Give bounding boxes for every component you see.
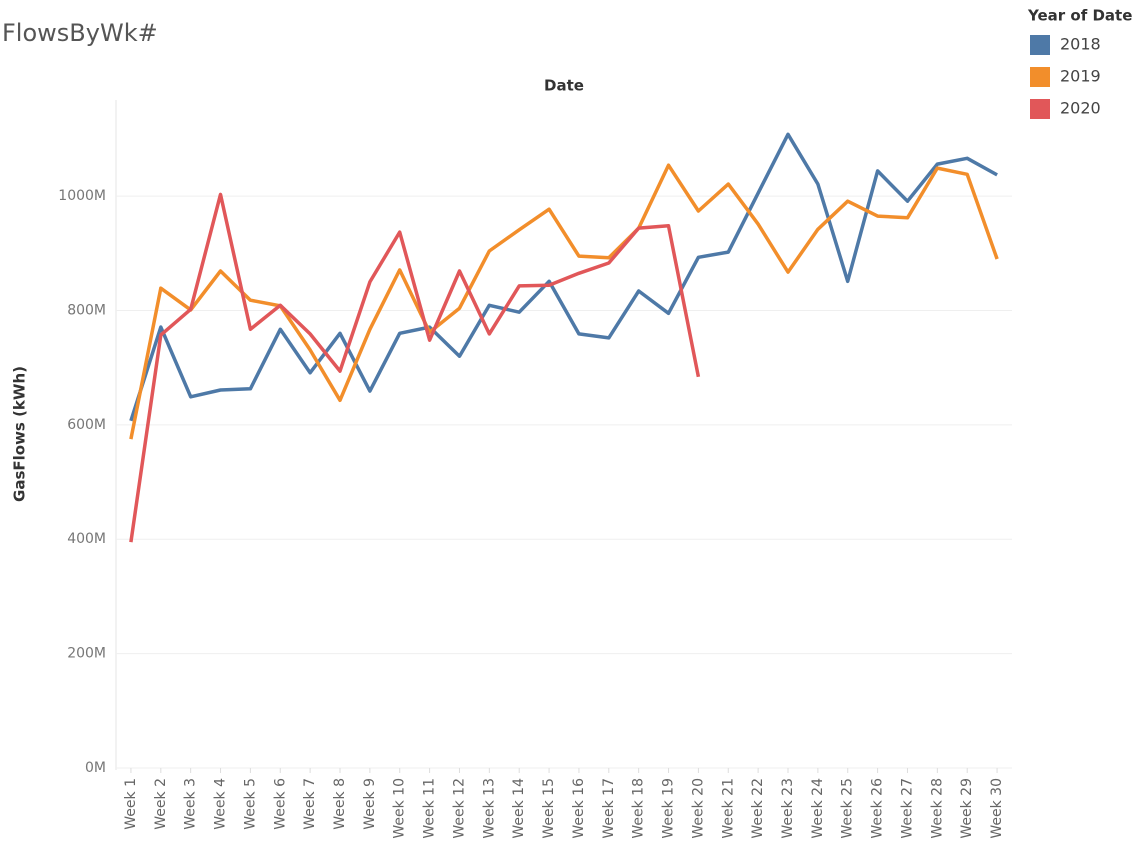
legend-title: Year of Date: [1027, 7, 1132, 25]
x-tick-label: Week 9: [362, 778, 378, 830]
x-tick-label: Week 5: [242, 778, 258, 830]
x-tick-label: Week 2: [153, 778, 169, 830]
x-tick-label: Week 24: [810, 778, 826, 839]
x-tick-label: Week 13: [481, 778, 497, 839]
x-tick-label: Week 20: [690, 778, 706, 839]
x-tick-label: Week 28: [929, 778, 945, 839]
x-tick-label: Week 11: [422, 778, 438, 839]
y-tick-label: 200M: [67, 646, 106, 662]
x-tick-label: Week 8: [332, 778, 348, 830]
x-tick-label: Week 16: [571, 778, 587, 839]
legend-swatch: [1030, 35, 1050, 55]
series-line: [129, 192, 701, 543]
x-tick-label: Week 17: [601, 778, 617, 839]
x-tick-label: Week 22: [750, 778, 766, 839]
x-tick-label: Week 14: [511, 778, 527, 839]
x-tick-label: Week 3: [183, 778, 199, 830]
y-tick-label: 0M: [85, 760, 106, 776]
y-tick-label: 400M: [67, 531, 106, 547]
x-tick-label: Week 6: [272, 778, 288, 830]
legend-label: 2018: [1060, 35, 1101, 54]
x-tick-label: Week 23: [780, 778, 796, 839]
x-axis-title: Date: [544, 77, 584, 95]
x-tick-label: Week 12: [451, 778, 467, 839]
x-tick-label: Week 15: [541, 778, 557, 839]
x-tick-label: Week 4: [213, 778, 229, 830]
x-tick-label: Week 21: [720, 778, 736, 839]
y-tick-label: 1000M: [58, 188, 106, 204]
legend-swatch: [1030, 99, 1050, 119]
x-tick-label: Week 25: [840, 778, 856, 839]
series-line: [129, 163, 999, 440]
legend-label: 2020: [1060, 99, 1101, 118]
x-tick-label: Week 10: [392, 778, 408, 839]
x-tick-label: Week 7: [302, 778, 318, 830]
x-tick-label: Week 26: [870, 778, 886, 839]
legend-swatch: [1030, 67, 1050, 87]
series-line: [129, 132, 998, 422]
x-tick-label: Week 29: [959, 778, 975, 839]
y-tick-label: 800M: [67, 302, 106, 318]
x-tick-label: Week 30: [989, 778, 1005, 839]
x-tick-label: Week 19: [661, 778, 677, 839]
y-tick-label: 600M: [67, 417, 106, 433]
x-tick-label: Week 1: [123, 778, 139, 830]
chart-title: FlowsByWk#: [2, 19, 158, 47]
legend-label: 2019: [1060, 67, 1101, 86]
x-tick-label: Week 18: [631, 778, 647, 839]
y-axis-title: GasFlows (kWh): [11, 366, 29, 502]
x-tick-label: Week 27: [899, 778, 915, 839]
